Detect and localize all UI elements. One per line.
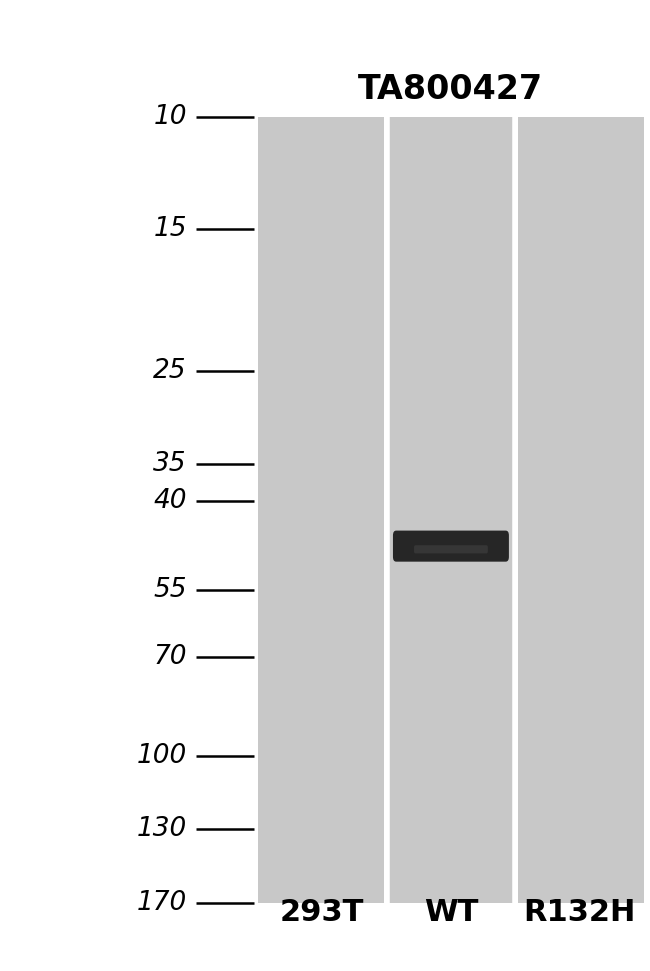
FancyBboxPatch shape — [414, 546, 488, 553]
Text: WT: WT — [424, 898, 478, 927]
Text: 15: 15 — [153, 217, 187, 242]
Text: 35: 35 — [153, 452, 187, 478]
Text: 293T: 293T — [280, 898, 364, 927]
Text: 130: 130 — [136, 816, 187, 842]
Bar — [518, 117, 644, 903]
Text: 70: 70 — [153, 644, 187, 670]
Text: 170: 170 — [136, 890, 187, 916]
Text: 40: 40 — [153, 488, 187, 515]
Text: TA800427: TA800427 — [358, 73, 543, 106]
Text: 25: 25 — [153, 358, 187, 384]
Bar — [257, 117, 384, 903]
Text: R132H: R132H — [524, 898, 636, 927]
Bar — [389, 117, 513, 903]
FancyBboxPatch shape — [393, 530, 509, 561]
Text: 10: 10 — [153, 104, 187, 129]
Text: 100: 100 — [136, 743, 187, 769]
Text: 55: 55 — [153, 577, 187, 603]
